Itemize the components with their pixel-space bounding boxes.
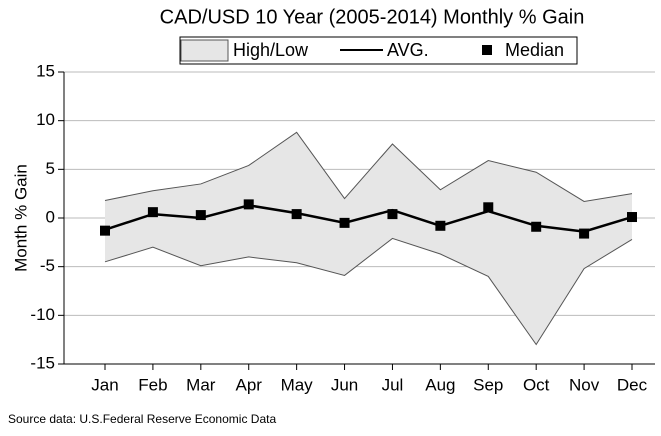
median-marker: [627, 212, 637, 223]
median-marker: [195, 210, 206, 221]
median-marker: [339, 217, 350, 228]
x-tick-label: Apr: [235, 375, 262, 394]
y-axis-label: Month % Gain: [11, 164, 30, 272]
median-marker: [387, 209, 398, 220]
median-marker: [100, 225, 110, 236]
median-marker: [435, 220, 446, 231]
median-marker: [579, 228, 590, 239]
high-line: [104, 131, 633, 202]
y-tick-label: -15: [30, 353, 55, 372]
avg-line: [104, 204, 633, 233]
y-tick-label: 10: [36, 110, 55, 129]
y-tick-label: 5: [46, 159, 55, 178]
x-tick-label: Oct: [523, 375, 550, 394]
legend-label: AVG.: [387, 40, 429, 60]
y-tick-label: -10: [30, 305, 55, 324]
source-note: Source data: U.S.Federal Reserve Economi…: [8, 412, 276, 426]
low-line: [104, 237, 633, 346]
median-marker: [243, 199, 254, 210]
y-tick-label: 15: [36, 61, 55, 80]
legend-swatch: [482, 45, 492, 55]
y-tick-label: 0: [46, 207, 55, 226]
x-tick-label: Dec: [617, 375, 648, 394]
median-marker: [531, 221, 542, 232]
x-tick-label: Nov: [569, 375, 600, 394]
median-marker: [291, 209, 302, 220]
legend-label: High/Low: [233, 40, 309, 60]
chart-title: CAD/USD 10 Year (2005-2014) Monthly % Ga…: [160, 6, 585, 28]
x-tick-label: Feb: [138, 375, 167, 394]
x-tick-label: Jan: [91, 375, 118, 394]
high-low-band: [105, 132, 632, 345]
legend-label: Median: [505, 40, 564, 60]
x-tick-label: Mar: [186, 375, 216, 394]
x-tick-label: Sep: [473, 375, 503, 394]
x-tick-label: May: [281, 375, 314, 394]
median-marker: [147, 207, 158, 218]
y-tick-label: -5: [40, 256, 55, 275]
x-tick-label: Aug: [425, 375, 455, 394]
x-tick-label: Jun: [331, 375, 358, 394]
x-tick-label: Jul: [382, 375, 404, 394]
legend-swatch: [180, 39, 229, 62]
median-marker: [483, 202, 494, 213]
